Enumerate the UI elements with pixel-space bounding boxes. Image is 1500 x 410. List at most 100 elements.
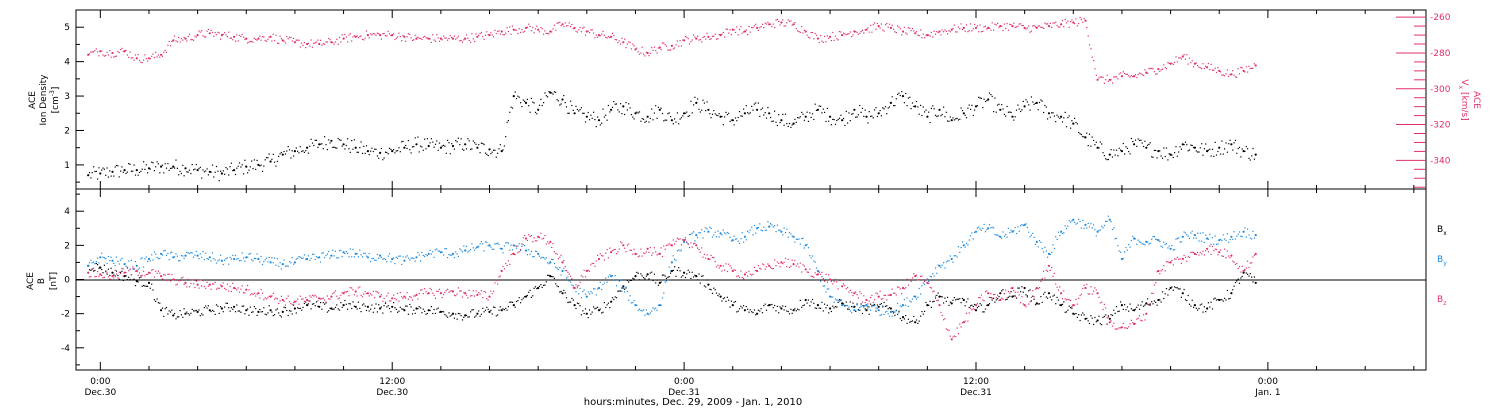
vx-series-fill-dot <box>1168 62 1170 64</box>
bx-series-fill-dot <box>764 303 766 305</box>
bz-series-fill-dot <box>274 298 276 300</box>
density-series-fill-dot <box>1152 156 1154 158</box>
density-series-fill-dot <box>1187 150 1189 152</box>
bx-series-fill-dot <box>151 283 153 285</box>
bz-series-fill-dot <box>547 241 549 243</box>
by-series-fill-dot <box>125 265 127 267</box>
density-series-fill-dot <box>797 117 799 119</box>
bx-series-fill-dot <box>320 302 322 304</box>
vx-series-fill-dot <box>560 25 562 27</box>
bz-series-fill-dot <box>409 296 411 298</box>
bz-series-fill-dot <box>224 287 226 289</box>
bz-series-fill-dot <box>736 275 738 277</box>
bx-series-fill-dot <box>303 302 305 305</box>
by-series-fill-dot <box>1102 227 1104 229</box>
by-series-fill-dot <box>1178 237 1180 239</box>
vx-series-fill-dot <box>203 36 205 38</box>
density-series-fill-dot <box>1165 147 1168 149</box>
bz-series-fill-dot <box>630 249 632 251</box>
density-series-fill-dot <box>641 118 643 120</box>
bx-series-fill-dot <box>374 307 376 309</box>
by-series-fill-dot <box>170 252 172 254</box>
bx-series-fill-dot <box>649 272 651 274</box>
density-series-fill-dot <box>471 148 473 150</box>
bz-series-fill-dot <box>698 249 700 251</box>
bx-series-fill-dot <box>141 285 143 287</box>
bx-series-fill-dot <box>325 302 327 304</box>
bz-series-fill-dot <box>460 290 462 292</box>
density-series-fill-dot <box>353 139 355 141</box>
vx-series-fill-dot <box>1203 67 1205 70</box>
bx-series-point <box>1206 307 1209 310</box>
bx-series-fill-dot <box>121 270 123 272</box>
bx-series-fill-dot <box>1251 276 1253 278</box>
bz-series-fill-dot <box>202 280 204 282</box>
bz-series-fill-dot <box>395 299 397 301</box>
density-series-fill-dot <box>165 167 168 169</box>
bz-series-fill-dot <box>801 271 803 273</box>
by-series-point <box>306 257 309 261</box>
vx-series-fill-dot <box>947 33 949 35</box>
density-series-fill-dot <box>361 152 364 154</box>
vx-series-fill-dot <box>478 34 480 36</box>
vx-series-fill-dot <box>1220 71 1222 73</box>
vx-series-fill-dot <box>1202 63 1204 65</box>
by-series-fill-dot <box>133 268 135 270</box>
vx-series-fill-dot <box>510 33 512 35</box>
vx-series-fill-dot <box>706 32 708 34</box>
vx-series-fill-dot <box>1111 82 1114 84</box>
by-series-fill-dot <box>601 289 603 291</box>
density-series-fill-dot <box>253 159 255 161</box>
bz-series-fill-dot <box>249 294 251 296</box>
bz-series-fill-dot <box>1214 248 1216 250</box>
bz-series-fill-dot <box>134 270 137 272</box>
by-series-fill-dot <box>765 229 768 231</box>
density-series-point <box>1169 153 1172 156</box>
by-series-fill-dot <box>972 238 974 240</box>
by-series-fill-dot <box>407 257 409 259</box>
bx-series-fill-dot <box>137 281 139 283</box>
bz-series-fill-dot <box>145 273 147 275</box>
bx-series-fill-dot <box>1029 289 1031 291</box>
bz-series-fill-dot <box>398 300 400 302</box>
by-series-fill-dot <box>763 226 765 228</box>
vx-series-fill-dot <box>418 37 420 39</box>
density-series-fill-dot <box>901 91 903 93</box>
bz-series-fill-dot <box>718 267 720 269</box>
by-series-fill-dot <box>941 264 943 266</box>
vx-series-point <box>281 39 284 42</box>
by-series-fill-dot <box>340 249 342 251</box>
density-series-fill-dot <box>630 114 632 116</box>
density-series-fill-dot <box>453 148 455 150</box>
vx-series-fill-dot <box>718 34 720 36</box>
bz-series-fill-dot <box>1020 302 1022 304</box>
by-series-fill-dot <box>690 233 692 235</box>
density-series-fill-dot <box>264 159 266 161</box>
bx-series-fill-dot <box>1052 295 1054 297</box>
vx-series-fill-dot <box>552 28 554 30</box>
density-series-fill-dot <box>943 106 945 108</box>
bz-series-fill-dot <box>475 290 477 292</box>
by-series-fill-dot <box>506 241 508 243</box>
bx-series-fill-dot <box>129 278 131 281</box>
vx-series-fill-dot <box>656 52 658 54</box>
density-series-fill-dot <box>557 100 559 102</box>
bx-series-fill-dot <box>187 313 189 315</box>
bx-series-fill-dot <box>1091 317 1093 319</box>
bx-series-fill-dot <box>434 312 437 314</box>
vx-series-fill-dot <box>288 36 291 38</box>
bx-series-fill-dot <box>321 308 323 310</box>
bz-series-fill-dot <box>298 303 300 305</box>
vx-series-fill-dot <box>118 52 120 54</box>
by-series-point <box>1084 223 1087 226</box>
vx-series-fill-dot <box>502 34 504 36</box>
vx-series-fill-dot <box>128 56 130 58</box>
vx-series-fill-dot <box>326 41 328 43</box>
bz-series-fill-dot <box>986 290 988 292</box>
bz-series-fill-dot <box>741 276 743 278</box>
density-series-fill-dot <box>397 150 399 152</box>
by-series-fill-dot <box>178 260 180 262</box>
by-series-fill-dot <box>1098 229 1100 232</box>
by-series-fill-dot <box>1210 243 1212 245</box>
vx-series-fill-dot <box>372 32 374 35</box>
